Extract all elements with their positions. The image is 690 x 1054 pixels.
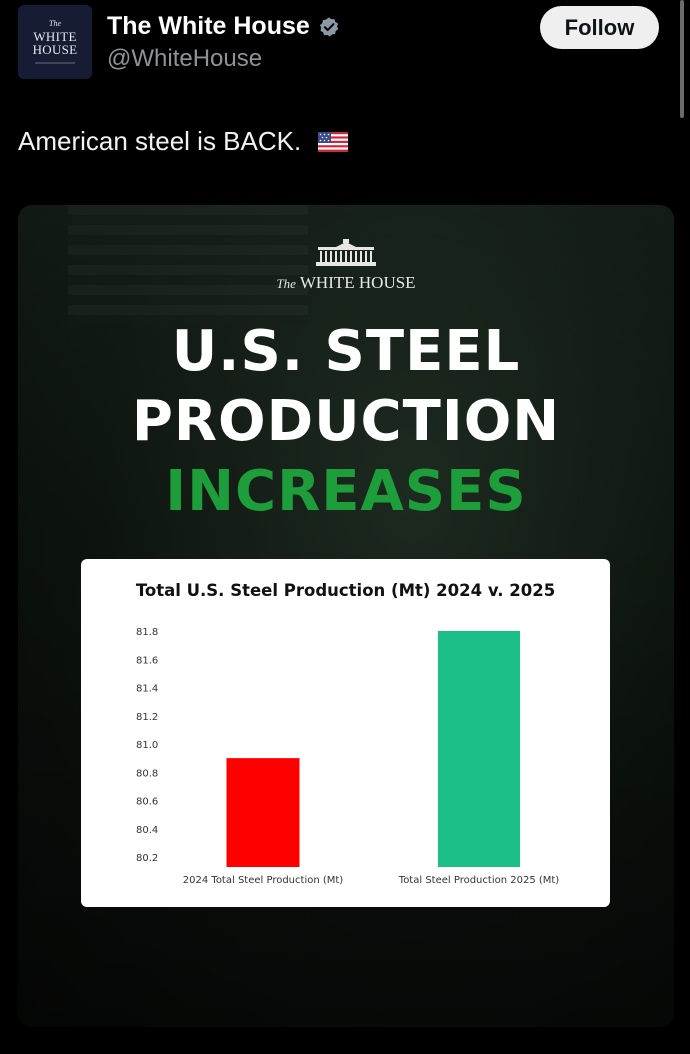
name-row: The White House [107, 12, 340, 41]
scrollbar[interactable] [680, 0, 684, 118]
verified-badge-icon [319, 16, 338, 36]
logo-main-text: WHITE HOUSE [299, 273, 416, 292]
tweet-header: The WHITE HOUSE The White House @WhiteHo… [0, 0, 690, 90]
headline-line1: U.S. STEEL [171, 319, 521, 384]
bar-2025 [438, 631, 520, 867]
avatar-divider [35, 62, 75, 64]
tweet-text-body: American steel is BACK. [18, 126, 302, 156]
us-flag-icon [318, 132, 349, 152]
bar-2024 [226, 758, 300, 867]
y-tick-label: 80.6 [136, 797, 158, 808]
display-name[interactable]: The White House [107, 12, 310, 40]
background-flag [68, 205, 308, 325]
y-tick-label: 80.8 [136, 768, 158, 779]
x-category-label: 2024 Total Steel Production (Mt) [183, 875, 344, 886]
y-tick-label: 81.2 [136, 712, 158, 723]
avatar-line2: HOUSE [32, 42, 78, 57]
y-tick-label: 81.6 [136, 655, 158, 666]
chart-title: Total U.S. Steel Production (Mt) 2024 v.… [135, 581, 556, 600]
white-house-logo: The WHITE HOUSE [18, 239, 674, 293]
tweet-media-image[interactable]: The WHITE HOUSE U.S. STEEL PRODUCTION IN… [18, 205, 674, 1027]
white-house-logo-text: The WHITE HOUSE [18, 273, 674, 293]
avatar-line1: WHITE [33, 29, 77, 44]
logo-the-text: The [276, 276, 296, 291]
avatar[interactable]: The WHITE HOUSE [18, 5, 92, 79]
avatar-the-text: The [49, 19, 61, 28]
y-tick-label: 81.4 [136, 684, 158, 695]
follow-button[interactable]: Follow [540, 6, 659, 49]
tweet-text: American steel is BACK. [18, 126, 349, 157]
headline-line2: PRODUCTION [131, 389, 561, 454]
account-handle[interactable]: @WhiteHouse [107, 45, 263, 72]
headline: U.S. STEEL PRODUCTION INCREASES [18, 317, 674, 527]
headline-line3: INCREASES [165, 459, 527, 524]
y-tick-label: 80.2 [136, 853, 158, 864]
y-tick-label: 81.0 [136, 740, 158, 751]
white-house-building-icon [316, 239, 376, 266]
y-tick-label: 80.4 [136, 825, 158, 836]
x-category-label: Total Steel Production 2025 (Mt) [398, 875, 560, 886]
bar-chart: 80.2 80.4 80.6 80.8 81.0 81.2 81.4 81.6 81.8 2024… [136, 627, 560, 886]
chart-card: Total U.S. Steel Production (Mt) 2024 v.… [81, 559, 610, 907]
y-tick-label: 81.8 [136, 627, 158, 638]
